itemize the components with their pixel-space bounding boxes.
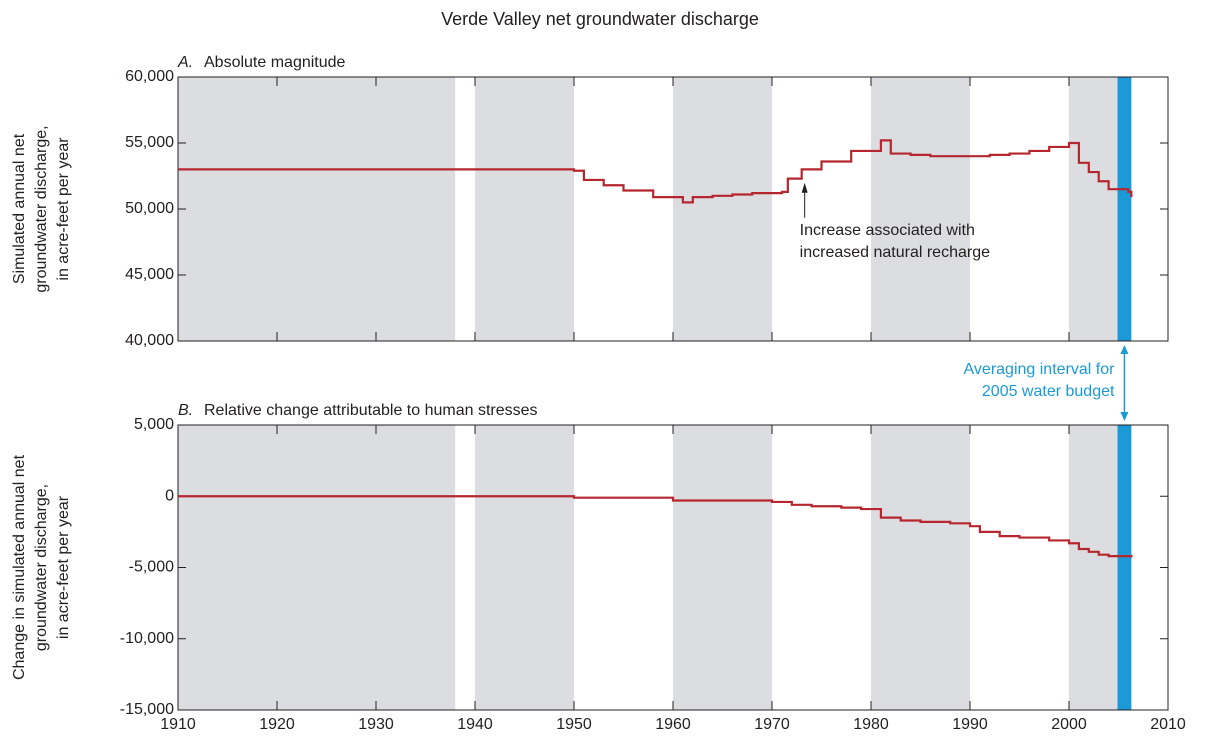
y-tick-label: 5,000 — [134, 416, 174, 433]
x-tick-label: 2000 — [1051, 716, 1087, 733]
x-tick-label: 1920 — [259, 716, 295, 733]
x-tick-label: 1980 — [853, 716, 889, 733]
shaded-period — [871, 425, 970, 710]
panel-letter: A. — [177, 54, 193, 71]
averaging-interval — [1117, 425, 1132, 710]
y-axis-label: groundwater discharge, — [33, 484, 50, 651]
shaded-period — [178, 77, 456, 341]
shaded-period — [673, 425, 772, 710]
y-tick-label: 55,000 — [125, 134, 174, 151]
shaded-period — [475, 77, 574, 341]
panel-title: Relative change attributable to human st… — [204, 402, 538, 419]
x-tick-label: 2010 — [1150, 716, 1186, 733]
annotation-text: Increase associated with — [800, 222, 975, 239]
data-line — [178, 495, 1133, 558]
x-tick-label: 1990 — [952, 716, 988, 733]
y-axis-label: Change in simulated annual net — [11, 454, 28, 680]
y-axis-label: groundwater discharge, — [33, 125, 50, 292]
averaging-interval — [1117, 77, 1132, 341]
x-tick-label: 1910 — [160, 716, 196, 733]
y-tick-label: -5,000 — [129, 559, 174, 576]
shaded-period — [1069, 425, 1118, 710]
x-tick-label: 1950 — [556, 716, 592, 733]
shaded-period — [178, 425, 456, 710]
shaded-period — [475, 425, 574, 710]
x-tick-label: 1940 — [457, 716, 493, 733]
x-tick-label: 1960 — [655, 716, 691, 733]
y-tick-label: 40,000 — [125, 332, 174, 349]
arrow-head — [1120, 345, 1129, 354]
y-axis-label: in acre-feet per year — [55, 495, 72, 639]
y-tick-label: 60,000 — [125, 68, 174, 85]
shaded-period — [1069, 77, 1118, 341]
panel-title: Absolute magnitude — [204, 54, 346, 71]
y-axis-label: in acre-feet per year — [55, 137, 72, 281]
chart-title: Verde Valley net groundwater discharge — [441, 9, 759, 29]
shaded-period — [871, 77, 970, 341]
y-tick-label: 0 — [165, 487, 174, 504]
annotation-text: increased natural recharge — [800, 244, 990, 261]
y-tick-label: 45,000 — [125, 266, 174, 283]
x-tick-label: 1970 — [754, 716, 790, 733]
y-tick-label: -15,000 — [120, 701, 174, 718]
data-line — [178, 139, 1133, 204]
interval-label: Averaging interval for — [964, 361, 1116, 378]
arrow-head — [801, 182, 808, 193]
panel-letter: B. — [178, 402, 193, 419]
y-tick-label: 50,000 — [125, 200, 174, 217]
y-axis-label: Simulated annual net — [11, 133, 28, 284]
shaded-period — [673, 77, 772, 341]
y-tick-label: -10,000 — [120, 630, 174, 647]
interval-label: 2005 water budget — [982, 383, 1115, 400]
x-tick-label: 1930 — [358, 716, 394, 733]
arrow-head — [1120, 412, 1129, 421]
